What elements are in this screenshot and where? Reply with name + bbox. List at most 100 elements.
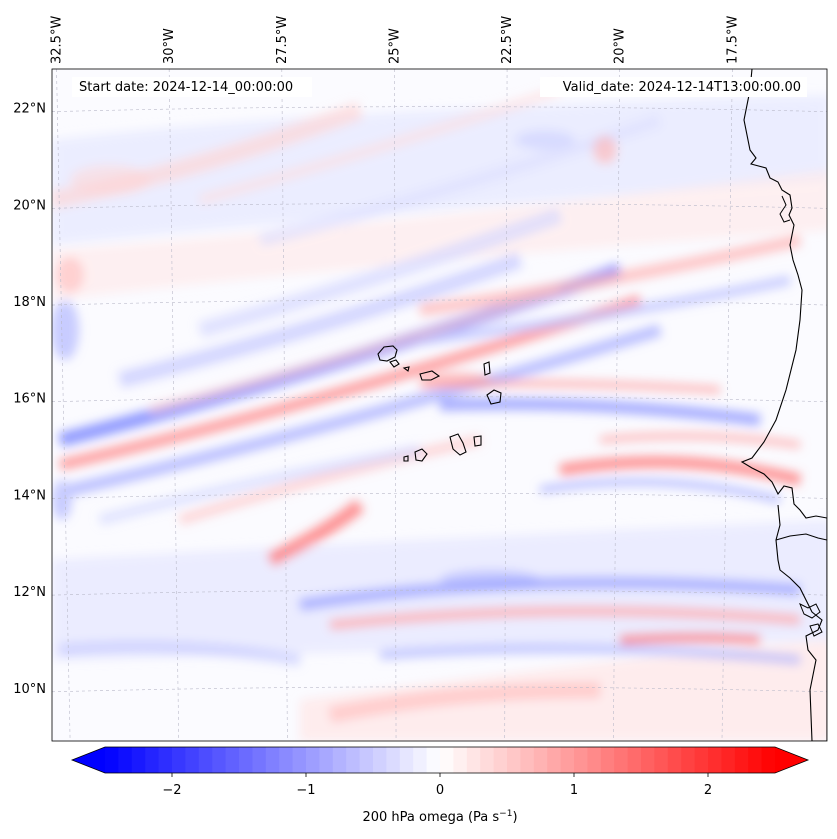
start-date-box [72,77,312,97]
omega-streak-positive [328,682,601,723]
colorbar-cell [547,747,562,773]
omega-streak-positive [619,632,761,645]
omega-streak-positive [178,435,482,525]
colorbar-cell [614,747,629,773]
omega-streak-positive [198,85,562,205]
longitude-labels: 32.5°W 30°W 27.5°W 25°W 22.5°W 20°W 17.5°W [50,16,741,64]
island-sao-nicolau [419,370,441,381]
colorbar-cell [212,747,227,773]
island-sao-vicente [389,359,400,368]
graticule [52,69,827,741]
colorbar-cell [560,747,575,773]
latitude-label: 10°N [13,682,46,697]
colorbar-outline [70,746,810,774]
colorbar-cell [399,747,414,773]
longitude-label: 17.5°W [725,16,740,64]
colorbar-tick-label: 1 [570,783,578,798]
island-brava [403,455,409,462]
island-santa-luzia [402,366,410,372]
colorbar-label-exponent: −1 [499,809,512,819]
colorbar-cell [225,747,240,773]
colorbar-cell [507,747,521,773]
longitude-label: 20°W [613,28,628,64]
omega-streak-negative [118,252,523,388]
latitude-label: 22°N [13,102,46,117]
colorbar-extend-min [72,747,105,773]
island-santo-antao [377,345,398,362]
colorbar-cell [453,747,468,773]
colorbar: −2 −1 0 1 2 200 hPa omega (Pa s−1) [70,746,810,825]
meridian-line [504,69,508,741]
colorbar-cell [440,747,454,773]
omega-streak-negative [439,398,761,426]
colorbar-cells [72,747,808,773]
colorbar-cell [131,747,146,773]
colorbar-label: 200 hPa omega (Pa s−1) [362,809,517,825]
meridian-line [613,69,621,741]
colorbar-tick-label: 0 [436,783,444,798]
island-maio [473,435,482,447]
colorbar-cell [681,747,696,773]
island-sal [483,361,491,376]
omega-streak-positive [599,432,801,449]
latitude-label: 18°N [13,295,46,310]
omega-streak-negative [68,324,662,496]
colorbar-cell [493,747,508,773]
colorbar-cell [118,747,133,773]
colorbar-cell [694,747,709,773]
parallel-line [52,589,827,596]
omega-streak-negative [539,478,781,504]
island-boa-vista [486,389,502,405]
longitude-label: 27.5°W [275,16,290,64]
parallel-line [52,396,827,403]
parallel-line [52,686,827,693]
map-panel: Start date: 2024-12-14_00:00:00 Valid_da… [13,16,828,742]
omega-patch-positive [56,257,84,293]
omega-streak-positive [329,606,801,630]
omega-streak-negative [98,445,421,525]
colorbar-cell [252,747,267,773]
colorbar-extend-max [775,747,808,773]
colorbar-cell [480,747,495,773]
colorbar-cell [761,747,776,773]
omega-patch-negative [440,570,540,590]
parallel-line [52,299,827,306]
colorbar-cell [654,747,669,773]
latitude-label: 20°N [13,198,46,213]
omega-streak-positive [266,499,365,567]
cape-verde-islands [377,345,502,462]
colorbar-cell [721,747,736,773]
colorbar-cell [292,747,307,773]
longitude-label: 30°W [162,28,177,64]
omega-patch-negative [515,130,575,150]
omega-bands [52,85,827,741]
colorbar-cell [708,747,722,773]
colorbar-cell [667,747,682,773]
colorbar-cell [145,747,160,773]
omega-patch-positive [420,372,490,388]
colorbar-cell [600,747,615,773]
omega-streak-positive [148,285,562,415]
latitude-label: 12°N [13,585,46,600]
latitude-label: 14°N [13,488,46,503]
colorbar-cell [533,747,548,773]
omega-streak-positive [419,234,802,316]
colorbar-cell [359,747,374,773]
colorbar-cell [239,747,253,773]
valid-date-label: Valid_date: 2024-12-14T13:00:00.00 [563,80,801,95]
island-santiago [449,433,467,456]
colorbar-cell [627,747,642,773]
meridian-line [168,69,180,741]
colorbar-label-end: ) [512,810,517,825]
colorbar-cell [373,747,387,773]
meridian-line [56,69,71,741]
colorbar-cell [265,747,280,773]
colorbar-cell [185,747,200,773]
latitude-labels: 22°N 20°N 18°N 16°N 14°N 12°N 10°N [13,102,46,697]
meridian-line [281,69,288,741]
parallel-line [52,106,827,112]
parallel-line [52,203,827,209]
island-fogo [414,448,428,462]
omega-patch-positive [70,165,150,195]
